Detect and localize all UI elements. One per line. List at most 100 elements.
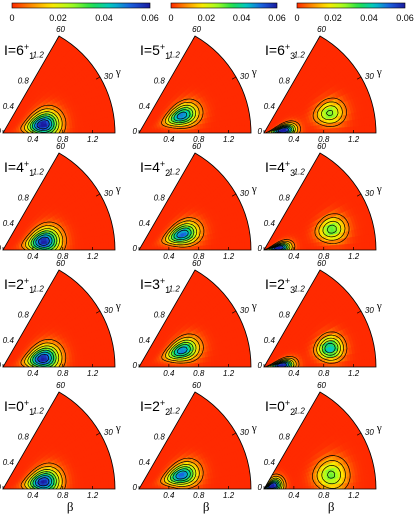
density-cell bbox=[316, 362, 321, 367]
beta-tick-label: 0 bbox=[258, 244, 263, 253]
density-cell bbox=[319, 245, 324, 250]
gamma-tick bbox=[231, 76, 237, 80]
contour-line bbox=[176, 229, 189, 239]
beta-tick-label-edge: 1.2 bbox=[33, 284, 45, 293]
panel-label: I=6+3 bbox=[265, 42, 295, 61]
gamma-tick-label: 60 bbox=[56, 25, 65, 34]
beta-tick-label: 0 bbox=[133, 127, 138, 136]
contour-lines bbox=[161, 98, 204, 129]
gamma-axis-label: γ bbox=[251, 300, 257, 312]
colorbar-tick-label: 0.06 bbox=[268, 13, 286, 23]
gamma-axis-label: γ bbox=[376, 183, 382, 195]
beta-tick-label: 0.8 bbox=[318, 252, 330, 261]
density-cell bbox=[308, 129, 312, 134]
contour-line bbox=[24, 108, 63, 134]
gamma-tick bbox=[317, 35, 321, 41]
beta-tick-label: 1.2 bbox=[348, 135, 360, 144]
gamma-axis-label: γ bbox=[115, 66, 121, 78]
beta-tick-label-edge: 0.4 bbox=[139, 336, 151, 345]
contour-line bbox=[28, 228, 60, 250]
density-map bbox=[3, 270, 115, 367]
beta-tick-label-edge: 0.4 bbox=[139, 102, 151, 111]
colorbar-tick-label: 0.02 bbox=[324, 13, 342, 23]
beta-tick-label-edge: 1.2 bbox=[33, 50, 45, 59]
beta-tick-label-edge: 0.4 bbox=[3, 219, 15, 228]
beta-tick-label: 0.4 bbox=[27, 369, 39, 378]
panel-label: I=2+1 bbox=[4, 276, 34, 295]
contour-line bbox=[173, 109, 191, 122]
density-cell bbox=[311, 128, 315, 134]
gamma-tick bbox=[192, 35, 196, 41]
beta-tick-label: 0.8 bbox=[193, 369, 205, 378]
beta-tick-label: 0.8 bbox=[318, 135, 330, 144]
contour-lines bbox=[161, 217, 205, 248]
colorbar-2: 0 0.02 0.04 0.06 bbox=[168, 2, 286, 23]
beta-tick-label-edge: 0.4 bbox=[264, 102, 276, 111]
contour-lines bbox=[20, 104, 67, 134]
colorbar-gradient bbox=[170, 2, 278, 9]
contour-line bbox=[173, 227, 192, 241]
beta-tick-label-edge: 1.2 bbox=[169, 50, 181, 59]
beta-tick-label: 0.4 bbox=[163, 369, 175, 378]
density-cell bbox=[191, 245, 196, 250]
beta-tick-label-edge: 1.2 bbox=[169, 284, 181, 293]
density-cell bbox=[188, 128, 193, 134]
contour-line bbox=[176, 111, 188, 120]
gamma-tick-label: 60 bbox=[317, 25, 326, 34]
colorbar-tick-label: 0.02 bbox=[198, 13, 216, 23]
contour-line bbox=[38, 236, 50, 246]
beta-tick-label-edge: 1.2 bbox=[33, 167, 45, 176]
gamma-axis-label: γ bbox=[115, 183, 121, 195]
colorbar-gradient bbox=[296, 2, 406, 9]
contour-lines bbox=[21, 221, 67, 250]
gamma-tick-label: 30 bbox=[365, 72, 374, 81]
panel-label: I=5+1 bbox=[140, 42, 170, 61]
beta-tick-label-edge: 0.8 bbox=[18, 193, 30, 202]
density-cell bbox=[183, 363, 187, 367]
gamma-tick-label: 30 bbox=[104, 306, 113, 315]
beta-tick-label: 1.2 bbox=[223, 252, 235, 261]
beta-tick-label: 0 bbox=[133, 361, 138, 370]
colorbar-3: 0 0.02 0.04 0.06 bbox=[294, 2, 414, 23]
gamma-axis-label: γ bbox=[251, 66, 257, 78]
contour-line bbox=[34, 117, 53, 132]
beta-tick-label: 1.2 bbox=[348, 252, 360, 261]
gamma-tick-label: 30 bbox=[240, 72, 249, 81]
beta-tick-label: 0.8 bbox=[57, 369, 69, 378]
density-cell bbox=[180, 129, 185, 134]
beta-tick-label: 0.4 bbox=[27, 135, 39, 144]
contour-line bbox=[30, 230, 58, 250]
beta-tick-label-edge: 0.8 bbox=[279, 193, 291, 202]
contour-line bbox=[168, 223, 198, 244]
gamma-tick-label: 60 bbox=[192, 259, 201, 268]
beta-tick-label-edge: 0.8 bbox=[154, 193, 166, 202]
beta-tick-label: 0.8 bbox=[57, 252, 69, 261]
gamma-tick-label: 60 bbox=[192, 142, 201, 151]
density-cell bbox=[316, 245, 321, 250]
gamma-tick-label: 60 bbox=[56, 142, 65, 151]
panels: 0.40.81.200.40.81.23060γI=6+10.40.81.200… bbox=[0, 25, 382, 514]
colorbar-tick-label: 0.04 bbox=[233, 13, 251, 23]
density-map bbox=[139, 36, 251, 134]
beta-tick-label-edge: 0.8 bbox=[154, 310, 166, 319]
gamma-tick bbox=[192, 152, 196, 158]
density-cell bbox=[308, 363, 312, 367]
gamma-tick bbox=[95, 193, 101, 197]
gamma-tick bbox=[95, 76, 101, 80]
beta-tick-label: 1.2 bbox=[87, 252, 99, 261]
contour-line bbox=[164, 101, 200, 127]
contour-line bbox=[161, 98, 204, 129]
beta-tick-label-edge: 1.2 bbox=[169, 167, 181, 176]
beta-tick-label: 0.4 bbox=[163, 252, 175, 261]
gamma-tick-label: 60 bbox=[56, 259, 65, 268]
contour-line bbox=[269, 224, 337, 250]
gamma-tick bbox=[56, 152, 60, 158]
density-cell bbox=[188, 362, 193, 367]
colorbar-tick-label: 0.06 bbox=[141, 13, 159, 23]
gamma-tick-label: 30 bbox=[365, 189, 374, 198]
colorbar-1: 0 0.02 0.04 0.06 bbox=[9, 2, 159, 23]
